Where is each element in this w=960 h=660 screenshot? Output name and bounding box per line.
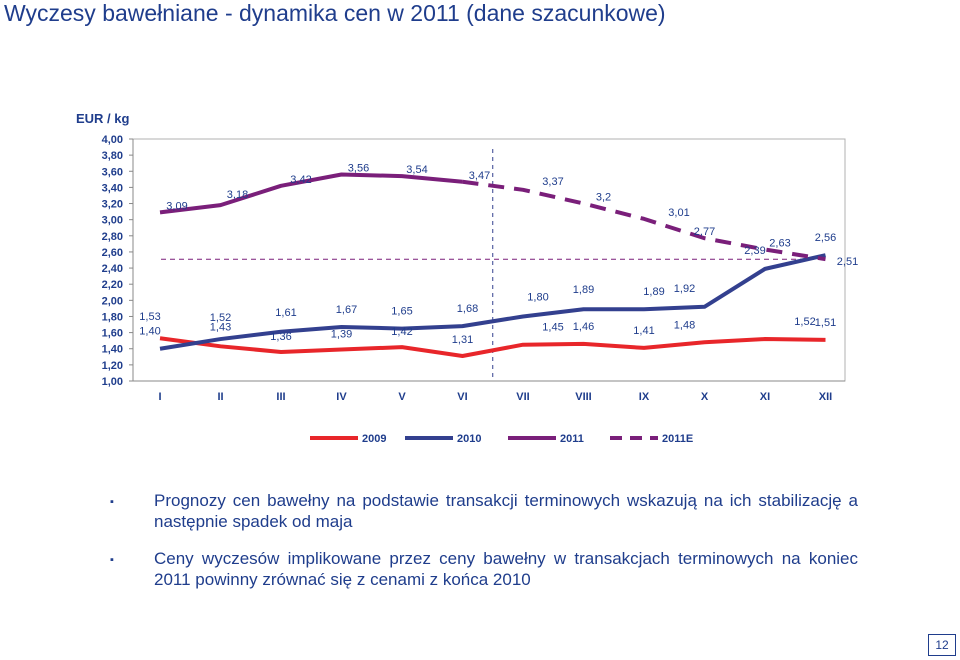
chart-axes (132, 138, 846, 382)
bullet-list: ▪ Prognozy cen bawełny na podstawie tran… (110, 490, 858, 606)
x-tick-label: VIII (575, 391, 592, 403)
data-label: 3,56 (348, 162, 369, 174)
page-title: Wyczesy bawełniane - dynamika cen w 2011… (4, 0, 666, 26)
y-tick-label: 2,00 (102, 295, 123, 307)
data-labels: 1,53 1,43 1,36 1,39 1,42 1,31 1,45 1,46 1,41 1,48… (139, 162, 858, 346)
y-tick-label: 2,40 (102, 263, 123, 275)
x-tick-label: XII (819, 391, 832, 403)
data-label: 2,39 (744, 245, 765, 257)
data-label: 2,51 (837, 256, 858, 268)
data-label: 1,51 (815, 317, 836, 329)
x-tick-label: I (158, 391, 161, 403)
bullet-text: Ceny wyczesów implikowane przez ceny baw… (154, 549, 858, 589)
y-tick-label: 2,60 (102, 247, 123, 259)
x-tick-labels: I II III IV V VI VII VIII IX X XI XII (158, 391, 832, 403)
series-line-2011 (159, 172, 463, 215)
data-label: 1,40 (139, 326, 160, 338)
data-label: 3,01 (668, 207, 689, 219)
data-label: 2,77 (694, 226, 715, 238)
data-label: 1,65 (391, 306, 412, 318)
data-label: 1,31 (452, 334, 473, 346)
y-tick-label: 2,80 (102, 231, 123, 243)
series-line-2009 (159, 336, 826, 358)
y-tick-label: 3,60 (102, 166, 123, 178)
series-line-2010 (159, 253, 826, 351)
data-label: 1,68 (457, 303, 478, 315)
data-label: 1,61 (275, 307, 296, 319)
legend-label: 2009 (362, 433, 386, 445)
legend-label: 2011 (560, 433, 584, 445)
y-tick-labels: 4,00 3,80 3,60 3,40 3,20 3,00 2,80 2,60 2,40 2,20… (102, 134, 133, 388)
data-label: 3,37 (542, 176, 563, 188)
data-label: 1,41 (633, 325, 654, 337)
x-tick-label: IX (639, 391, 650, 403)
data-label: 1,39 (331, 329, 352, 341)
y-tick-label: 1,40 (102, 344, 123, 356)
x-tick-label: XI (760, 391, 770, 403)
series-lines (159, 149, 826, 381)
x-tick-label: III (276, 391, 285, 403)
data-label: 1,42 (391, 326, 412, 338)
data-label: 2,56 (815, 232, 836, 244)
x-tick-label: VII (516, 391, 529, 403)
bullet-square-icon: ▪ (110, 554, 114, 566)
data-label: 3,2 (596, 192, 611, 204)
y-tick-label: 1,60 (102, 328, 123, 340)
data-label: 1,48 (674, 319, 695, 331)
legend-label: 2010 (457, 433, 481, 445)
x-tick-label: VI (457, 391, 467, 403)
data-label: 1,43 (210, 321, 231, 333)
bullet-item: ▪ Ceny wyczesów implikowane przez ceny b… (110, 548, 858, 590)
x-tick-label: X (701, 391, 709, 403)
data-label: 1,46 (573, 321, 594, 333)
page-number: 12 (928, 634, 956, 656)
x-tick-label: II (217, 391, 223, 403)
data-label: 1,89 (573, 284, 594, 296)
data-label: 1,52 (210, 312, 231, 324)
data-label: 3,47 (469, 170, 490, 182)
chart-legend: 2009 2010 2011 2011E (310, 433, 693, 445)
y-tick-label: 1,00 (102, 376, 123, 388)
data-label: 1,80 (527, 291, 548, 303)
data-label: 3,42 (290, 174, 311, 186)
legend-label: 2011E (662, 433, 693, 445)
data-label: 1,67 (336, 304, 357, 316)
data-label: 1,92 (674, 283, 695, 295)
price-line-chart: 4,00 3,80 3,60 3,40 3,20 3,00 2,80 2,60 2,40 2,20… (102, 134, 859, 445)
y-tick-label: 3,80 (102, 150, 123, 162)
series-line-2011E (462, 179, 826, 262)
y-tick-label: 3,20 (102, 199, 123, 211)
y-tick-label: 2,20 (102, 279, 123, 291)
y-tick-label: 3,40 (102, 182, 123, 194)
x-tick-label: V (398, 391, 406, 403)
data-label: 3,54 (406, 164, 427, 176)
y-tick-label: 3,00 (102, 215, 123, 227)
x-tick-label: IV (336, 391, 347, 403)
data-label: 2,63 (769, 238, 790, 250)
data-label: 3,09 (166, 200, 187, 212)
data-label: 3,18 (227, 189, 248, 201)
data-label: 1,52 (794, 316, 815, 328)
bullet-text: Prognozy cen bawełny na podstawie transa… (154, 491, 858, 531)
data-label: 1,36 (270, 331, 291, 343)
data-label: 1,89 (643, 286, 664, 298)
data-label: 1,45 (542, 322, 563, 334)
y-axis-unit-label: EUR / kg (76, 111, 130, 126)
y-tick-label: 1,80 (102, 311, 123, 323)
y-tick-label: 1,20 (102, 360, 123, 372)
data-label: 1,53 (139, 311, 160, 323)
bullet-item: ▪ Prognozy cen bawełny na podstawie tran… (110, 490, 858, 532)
bullet-square-icon: ▪ (110, 496, 114, 508)
y-tick-label: 4,00 (102, 134, 123, 146)
